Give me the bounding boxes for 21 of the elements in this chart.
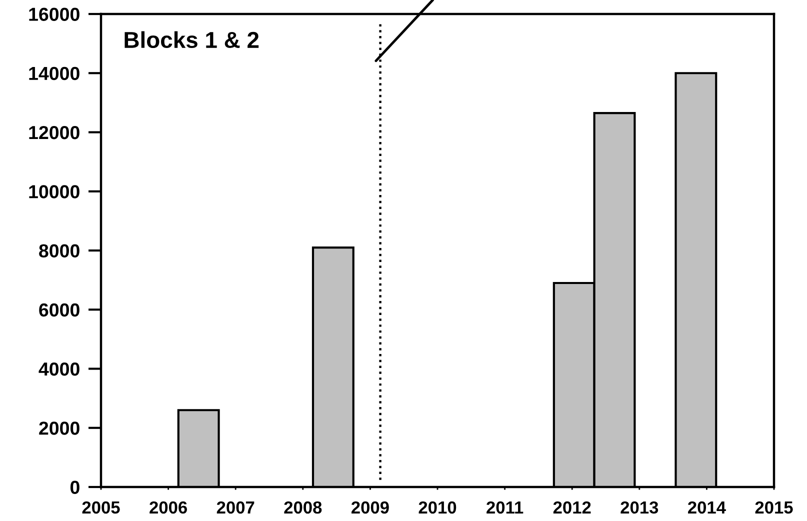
y-tick-label: 10000 — [29, 185, 80, 198]
x-tick-label: 2013 — [620, 501, 658, 514]
y-tick-label: 12000 — [29, 126, 80, 140]
x-tick-label: 2009 — [351, 501, 389, 514]
text: Blocks 1 & 2 — [124, 31, 259, 48]
x-tick-label: 2007 — [216, 501, 254, 514]
x-tick-label: 2006 — [150, 501, 187, 514]
x-tick-label: 2012 — [553, 501, 591, 514]
y-tick-label: 0 — [70, 480, 80, 494]
x-tick-label: 2005 — [82, 501, 120, 514]
x-tick-label: 2011 — [486, 501, 524, 514]
y-tick-label: 6000 — [39, 303, 80, 317]
y-tick-label: 14000 — [29, 66, 80, 80]
y-tick-label: 2000 — [39, 422, 80, 435]
x-tick-label: 2015 — [755, 501, 793, 514]
y-tick-label: 8000 — [39, 244, 80, 258]
y-tick-label: 4000 — [38, 362, 80, 376]
y-tick-label: 16000 — [29, 8, 80, 21]
x-tick-label: 2008 — [284, 501, 322, 514]
x-tick-label: 2010 — [418, 501, 456, 514]
x-tick-label: 2014 — [688, 501, 726, 514]
